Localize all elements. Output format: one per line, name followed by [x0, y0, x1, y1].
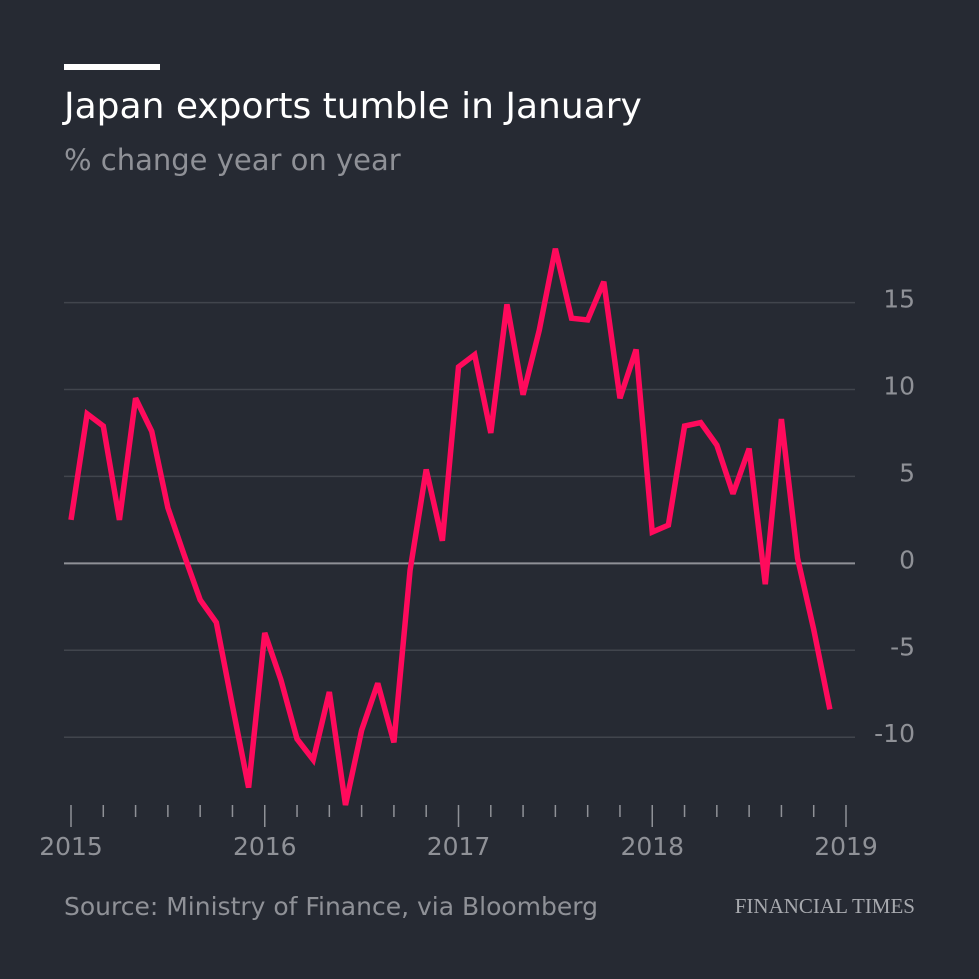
brand: FINANCIAL TIMES: [735, 894, 915, 918]
x-tick-label: 2017: [427, 832, 491, 861]
x-tick-label: 2015: [39, 832, 103, 861]
source-note: Source: Ministry of Finance, via Bloombe…: [64, 892, 598, 921]
y-tick-label: 5: [899, 458, 915, 487]
y-tick-label: -10: [874, 719, 915, 748]
chart-title: Japan exports tumble in January: [62, 86, 642, 127]
x-tick-label: 2019: [814, 832, 878, 861]
y-tick-label: -5: [890, 632, 915, 661]
y-tick-label: 15: [883, 285, 915, 314]
x-tick-label: 2016: [233, 832, 297, 861]
chart-subtitle: % change year on year: [64, 143, 401, 177]
y-tick-label: 10: [883, 372, 915, 401]
x-tick-label: 2018: [620, 832, 684, 861]
y-tick-label: 0: [899, 545, 915, 574]
title-bar: [64, 64, 160, 70]
data-line: [68, 248, 833, 806]
